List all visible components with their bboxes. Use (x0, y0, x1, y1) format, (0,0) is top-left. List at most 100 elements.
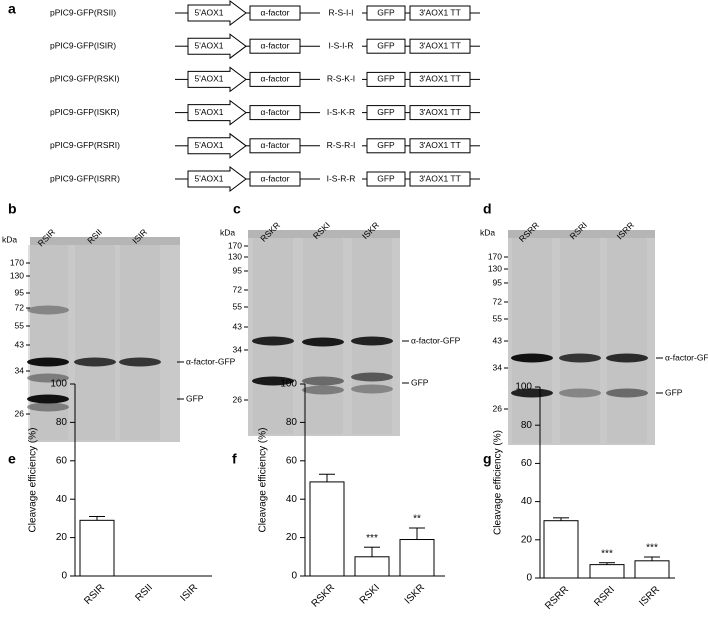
bar (309, 481, 345, 577)
y-tick-label: 40 (521, 496, 533, 507)
panel-label: g (483, 451, 492, 467)
y-axis-title: Cleavage efficiency (%) (258, 428, 269, 533)
band-label: α-factor-GFP (665, 352, 708, 362)
y-tick-label: 0 (291, 571, 297, 582)
band (511, 388, 553, 398)
terminator-box (409, 38, 471, 54)
lane (352, 238, 392, 434)
marker-label: 55 (233, 301, 243, 311)
promoter-arrow (187, 0, 247, 26)
error-bar (599, 562, 615, 565)
marker-label: 55 (493, 313, 503, 323)
error-bar (409, 527, 425, 540)
error-bar (644, 556, 660, 561)
marker-label: 72 (15, 302, 25, 312)
construct-name: pPIC9-GFP(RSRI) (50, 140, 120, 150)
y-tick-label: 100 (515, 382, 532, 393)
terminator: 3'AOX1 TT (419, 107, 461, 117)
band (27, 402, 69, 412)
lane (607, 238, 647, 443)
marker-label: 34 (233, 344, 243, 354)
promoter-arrow (187, 66, 247, 93)
bar (589, 564, 625, 579)
x-tick-label: RSKR (310, 582, 337, 609)
significance: ** (413, 514, 421, 525)
band (27, 373, 69, 383)
lane (560, 238, 600, 443)
gene-box (366, 171, 406, 187)
band (74, 357, 116, 367)
band (27, 357, 69, 367)
band (351, 384, 393, 394)
construct-name: pPIC9-GFP(RSKI) (50, 74, 120, 84)
promoter-arrow (187, 33, 247, 60)
y-tick-label: 60 (286, 455, 298, 466)
band-label: GFP (411, 377, 429, 387)
marker-label: 170 (228, 240, 242, 250)
y-tick-label: 80 (56, 417, 68, 428)
gene: GFP (377, 40, 395, 50)
x-tick-label: ISIR (178, 582, 200, 604)
linker: R-S-K-I (327, 74, 355, 84)
lane (512, 238, 552, 443)
terminator: 3'AOX1 TT (419, 140, 461, 150)
x-tick-label: ISKR (403, 582, 427, 606)
construct-name: pPIC9-GFP(ISRR) (50, 173, 120, 183)
lane (75, 245, 115, 440)
band (606, 388, 648, 398)
terminator-box (409, 5, 471, 21)
y-tick-label: 20 (56, 532, 68, 543)
band (302, 376, 344, 386)
y-axis-title: Cleavage efficiency (%) (493, 430, 504, 535)
terminator: 3'AOX1 TT (419, 7, 461, 17)
band (559, 388, 601, 398)
y-tick-label: 60 (56, 455, 68, 466)
marker-label: 130 (228, 251, 242, 261)
marker-label: 43 (233, 321, 243, 331)
gene-box (366, 138, 406, 154)
signal: α-factor (260, 173, 289, 183)
signal-box (249, 71, 301, 87)
unit-label: kDa (2, 234, 17, 244)
x-tick-label: RSRR (543, 584, 571, 612)
bar (354, 556, 390, 577)
panel-label: a (8, 1, 16, 17)
band (606, 353, 648, 363)
signal-box (249, 38, 301, 54)
marker-label: 26 (233, 394, 243, 404)
significance: *** (646, 543, 658, 554)
marker-label: 43 (493, 335, 503, 345)
terminator: 3'AOX1 TT (419, 173, 461, 183)
y-tick-label: 20 (286, 532, 298, 543)
gene-box (366, 38, 406, 54)
error-bar (319, 473, 335, 482)
x-tick-label: ISRR (637, 584, 662, 609)
bar (543, 520, 579, 579)
linker: I-S-I-R (328, 40, 353, 50)
signal: α-factor (260, 7, 289, 17)
lane (303, 238, 343, 434)
terminator: 3'AOX1 TT (419, 40, 461, 50)
x-tick-label: RSKI (358, 582, 382, 606)
linker: R-S-I-I (328, 7, 353, 17)
y-tick-label: 100 (50, 379, 67, 390)
marker-label: 170 (10, 257, 24, 267)
panel-label: b (8, 201, 17, 217)
error-bar (89, 515, 105, 521)
marker-label: 95 (233, 265, 243, 275)
marker-label: 55 (15, 320, 25, 330)
linker: I-S-R-R (327, 173, 356, 183)
signal: α-factor (260, 40, 289, 50)
y-tick-label: 80 (521, 420, 533, 431)
promoter: 5'AOX1 (194, 140, 223, 150)
marker-label: 43 (15, 339, 25, 349)
band (511, 353, 553, 363)
promoter: 5'AOX1 (194, 173, 223, 183)
y-tick-label: 80 (286, 417, 298, 428)
y-tick-label: 100 (280, 379, 297, 390)
band-label: GFP (186, 393, 204, 403)
panel-label: e (8, 451, 16, 467)
marker-label: 130 (10, 270, 24, 280)
signal-box (249, 138, 301, 154)
